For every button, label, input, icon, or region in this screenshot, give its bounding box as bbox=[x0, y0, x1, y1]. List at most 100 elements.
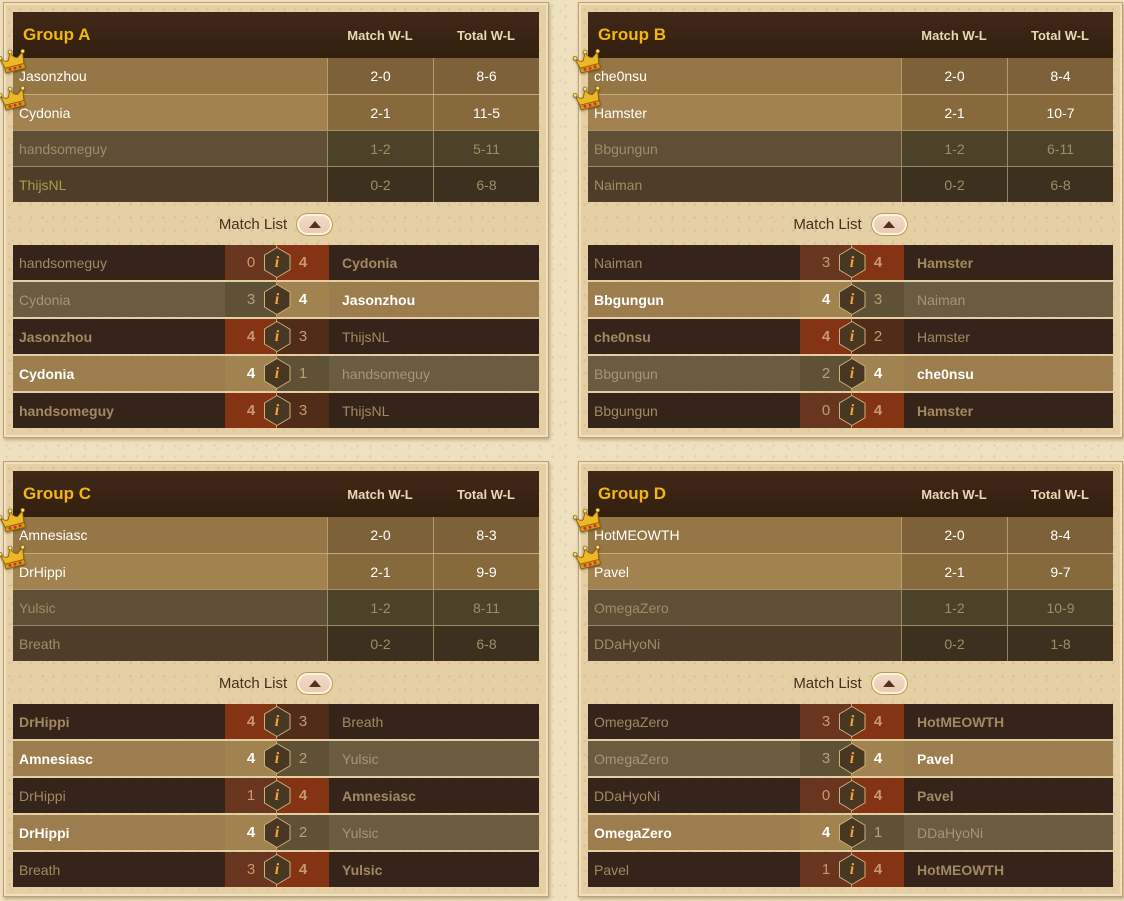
standings-row: Yulsic 1-2 8-11 bbox=[13, 589, 539, 625]
player-name[interactable]: handsomeguy bbox=[13, 245, 225, 280]
match-list-body: OmegaZero 3 4 HotMEOWTH i OmegaZero 3 4 Pavel i DD… bbox=[588, 704, 1113, 887]
info-icon-glyph: i bbox=[264, 707, 290, 736]
standings-table: Group D Match W-L Total W-L HotMEOWTH 2-0… bbox=[572, 471, 1113, 661]
standings-header: Group B Match W-L Total W-L bbox=[588, 12, 1113, 58]
player-name[interactable]: Pavel bbox=[904, 741, 1113, 776]
match-list-label: Match List bbox=[793, 674, 862, 692]
total-wl-value: 8-4 bbox=[1007, 517, 1113, 553]
player-name[interactable]: ThijsNL bbox=[19, 176, 67, 193]
match-list-collapse-button[interactable] bbox=[870, 212, 908, 236]
player-name[interactable]: HotMEOWTH bbox=[904, 704, 1113, 739]
match-list-header: Match List bbox=[588, 212, 1113, 236]
match-row: DrHippi 1 4 Amnesiasc i bbox=[13, 778, 539, 813]
player-name[interactable]: che0nsu bbox=[588, 319, 800, 354]
player-name[interactable]: Naiman bbox=[588, 245, 800, 280]
player-name[interactable]: ThijsNL bbox=[329, 393, 539, 428]
match-wl-value: 1-2 bbox=[327, 590, 433, 625]
player-name[interactable]: Bbgungun bbox=[594, 140, 658, 157]
player-name[interactable]: Hamster bbox=[594, 104, 647, 121]
player-name[interactable]: Jasonzhou bbox=[13, 319, 225, 354]
player-name[interactable]: Yulsic bbox=[19, 599, 56, 616]
player-name[interactable]: Breath bbox=[329, 704, 539, 739]
player-name[interactable]: HotMEOWTH bbox=[904, 852, 1113, 887]
info-icon-glyph: i bbox=[264, 322, 290, 351]
player-name[interactable]: Naiman bbox=[904, 282, 1113, 317]
player-name[interactable]: DrHippi bbox=[13, 704, 225, 739]
player-name[interactable]: DDaHyoNi bbox=[904, 815, 1113, 850]
score-value: 4 bbox=[225, 393, 277, 428]
player-name[interactable]: DrHippi bbox=[19, 563, 66, 580]
score-value: 1 bbox=[225, 778, 277, 813]
player-name[interactable]: Amnesiasc bbox=[13, 741, 225, 776]
info-icon-glyph: i bbox=[839, 322, 865, 351]
player-name[interactable]: Amnesiasc bbox=[19, 527, 88, 543]
player-name[interactable]: che0nsu bbox=[594, 68, 647, 84]
match-row: Bbgungun 0 4 Hamster i bbox=[588, 393, 1113, 428]
player-name[interactable]: OmegaZero bbox=[588, 704, 800, 739]
standings-row: che0nsu 2-0 8-4 bbox=[572, 48, 1113, 94]
player-name[interactable]: HotMEOWTH bbox=[594, 527, 680, 543]
column-header-total-wl: Total W-L bbox=[457, 486, 515, 502]
player-name[interactable]: Pavel bbox=[588, 852, 800, 887]
match-row: che0nsu 4 2 Hamster i bbox=[588, 319, 1113, 354]
player-name[interactable]: DrHippi bbox=[13, 778, 225, 813]
player-name[interactable]: Cydonia bbox=[13, 282, 225, 317]
group-title: Group B bbox=[598, 25, 666, 44]
player-name[interactable]: Bbgungun bbox=[588, 356, 800, 391]
standings-row: handsomeguy 1-2 5-11 bbox=[13, 130, 539, 166]
player-name[interactable]: OmegaZero bbox=[588, 815, 800, 850]
column-header-match-wl: Match W-L bbox=[921, 27, 987, 43]
match-list-header: Match List bbox=[13, 671, 539, 695]
player-name[interactable]: Breath bbox=[13, 852, 225, 887]
player-name[interactable]: Cydonia bbox=[329, 245, 539, 280]
total-wl-value: 11-5 bbox=[433, 95, 539, 130]
player-name[interactable]: handsomeguy bbox=[329, 356, 539, 391]
match-list-collapse-button[interactable] bbox=[870, 671, 908, 695]
player-name[interactable]: OmegaZero bbox=[594, 599, 669, 616]
match-list-collapse-button[interactable] bbox=[296, 671, 334, 695]
player-name[interactable]: Cydonia bbox=[19, 104, 71, 121]
player-name[interactable]: Bbgungun bbox=[588, 393, 800, 428]
player-name[interactable]: Breath bbox=[19, 635, 61, 652]
column-header-total-wl: Total W-L bbox=[1031, 27, 1089, 43]
match-row: Bbgungun 2 4 che0nsu i bbox=[588, 356, 1113, 391]
player-name[interactable]: Hamster bbox=[904, 245, 1113, 280]
player-name[interactable]: ThijsNL bbox=[329, 319, 539, 354]
group-title: Group A bbox=[23, 25, 91, 44]
match-wl-value: 2-0 bbox=[327, 58, 433, 94]
player-name[interactable]: OmegaZero bbox=[588, 741, 800, 776]
player-name[interactable]: Yulsic bbox=[329, 815, 539, 850]
match-list-collapse-button[interactable] bbox=[296, 212, 334, 236]
match-list-body: Naiman 3 4 Hamster i Bbgungun 4 3 Naiman i che0nsu… bbox=[588, 245, 1113, 428]
total-wl-value: 6-11 bbox=[1007, 131, 1113, 166]
match-row: Cydonia 4 1 handsomeguy i bbox=[13, 356, 539, 391]
player-name[interactable]: DrHippi bbox=[13, 815, 225, 850]
player-name[interactable]: Yulsic bbox=[329, 852, 539, 887]
player-name[interactable]: Pavel bbox=[594, 563, 630, 580]
player-name[interactable]: Bbgungun bbox=[588, 282, 800, 317]
player-name[interactable]: Cydonia bbox=[13, 356, 225, 391]
player-name[interactable]: Yulsic bbox=[329, 741, 539, 776]
player-name[interactable]: Pavel bbox=[904, 778, 1113, 813]
match-row: Pavel 1 4 HotMEOWTH i bbox=[588, 852, 1113, 887]
collapse-up-triangle-icon bbox=[308, 679, 321, 687]
total-wl-value: 10-9 bbox=[1007, 590, 1113, 625]
match-wl-value: 2-1 bbox=[901, 95, 1007, 130]
standings-row: Naiman 0-2 6-8 bbox=[588, 166, 1113, 202]
player-name[interactable]: DDaHyoNi bbox=[588, 778, 800, 813]
player-name[interactable]: Hamster bbox=[904, 393, 1113, 428]
player-name[interactable]: Hamster bbox=[904, 319, 1113, 354]
standings-body: che0nsu 2-0 8-4 Hamster 2-1 10-7 Bbgungun 1-2 6… bbox=[572, 48, 1113, 202]
info-icon-glyph: i bbox=[839, 396, 865, 425]
player-name[interactable]: Amnesiasc bbox=[329, 778, 539, 813]
match-wl-value: 1-2 bbox=[327, 131, 433, 166]
player-name[interactable]: handsomeguy bbox=[13, 393, 225, 428]
player-name[interactable]: handsomeguy bbox=[19, 140, 107, 157]
info-icon-glyph: i bbox=[839, 744, 865, 773]
player-name[interactable]: che0nsu bbox=[904, 356, 1113, 391]
player-name[interactable]: Jasonzhou bbox=[19, 68, 87, 84]
total-wl-value: 9-9 bbox=[433, 554, 539, 589]
player-name[interactable]: DDaHyoNi bbox=[594, 635, 661, 652]
player-name[interactable]: Naiman bbox=[594, 176, 643, 193]
player-name[interactable]: Jasonzhou bbox=[329, 282, 539, 317]
